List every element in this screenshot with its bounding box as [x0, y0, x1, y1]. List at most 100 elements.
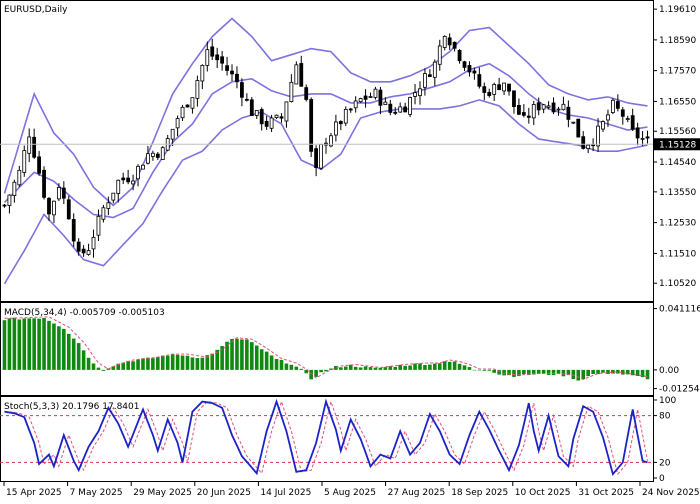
candle-body: [399, 107, 402, 112]
candle-body: [231, 71, 234, 74]
stoch-k-line: [5, 402, 648, 475]
candle: [354, 96, 357, 112]
candle-body: [92, 237, 95, 249]
candle: [235, 66, 238, 88]
candle: [577, 119, 580, 137]
macd-bar: [359, 367, 363, 369]
macd-bar: [126, 361, 130, 370]
candle-body: [132, 181, 135, 184]
candle: [552, 97, 555, 114]
candle: [275, 114, 278, 119]
candle: [414, 84, 417, 104]
macd-bar: [171, 354, 175, 370]
candle-body: [354, 101, 357, 108]
candle-body: [77, 242, 80, 251]
macd-bar: [250, 342, 254, 370]
candle-body: [72, 219, 75, 241]
candle: [423, 68, 426, 95]
macd-bar: [487, 370, 491, 371]
macd-bar: [191, 357, 195, 369]
candle-body: [562, 104, 565, 109]
candle-body: [240, 83, 243, 98]
candle: [329, 133, 332, 147]
candle-body: [57, 187, 60, 198]
candle: [404, 103, 407, 112]
candle: [631, 109, 634, 131]
macd-bar: [562, 370, 566, 376]
candle-body: [156, 154, 159, 157]
macd-bar: [448, 362, 452, 370]
macd-bar: [423, 365, 427, 370]
macd-bar: [492, 370, 496, 373]
candle: [463, 61, 466, 71]
candle: [611, 98, 614, 114]
macd-bar: [151, 358, 155, 370]
candle: [374, 87, 377, 100]
candle-body: [508, 84, 511, 91]
candle: [320, 144, 323, 170]
candle: [221, 51, 224, 71]
candle: [38, 151, 41, 176]
price-tick-label: 1.15560: [659, 127, 696, 137]
macd-bar: [18, 319, 22, 369]
candle-body: [339, 121, 342, 123]
macd-bar: [339, 367, 343, 370]
macd-bar: [92, 363, 96, 369]
candle: [255, 110, 258, 119]
candle: [305, 85, 308, 102]
macd-bar: [27, 318, 31, 370]
macd-bar: [438, 363, 442, 370]
stoch-panel-title: Stoch(5,3,3) 20.1796 17.8401: [4, 402, 139, 412]
candle: [379, 87, 382, 114]
candle-body: [503, 83, 506, 91]
candle-body: [448, 38, 451, 45]
macd-bar: [97, 368, 101, 370]
candle-body: [226, 66, 229, 71]
candle-body: [127, 178, 130, 182]
candle: [146, 146, 149, 164]
candle: [18, 166, 21, 187]
macd-bar: [166, 356, 170, 370]
candle: [483, 82, 486, 100]
candle: [394, 107, 397, 115]
x-tick-label: 5 Aug 2025: [324, 488, 376, 498]
candle-body: [28, 137, 31, 153]
candle-body: [146, 154, 149, 163]
candle-body: [582, 137, 585, 149]
price-tick-label: 1.14540: [659, 158, 696, 168]
candle: [92, 230, 95, 258]
candle: [448, 33, 451, 49]
macd-bar: [72, 339, 76, 370]
candle-body: [33, 137, 36, 157]
macd-bar: [37, 319, 41, 370]
candle-body: [171, 129, 174, 139]
candle: [443, 35, 446, 50]
price-tick-label: 1.19610: [659, 5, 696, 15]
candle-body: [18, 170, 21, 184]
candle-body: [117, 180, 120, 193]
candle-body: [478, 75, 481, 87]
x-tick-label: 10 Oct 2025: [515, 488, 571, 498]
candle-body: [522, 113, 525, 116]
macd-bar: [131, 361, 135, 370]
candle-body: [102, 208, 105, 219]
candle: [23, 146, 26, 177]
macd-bar: [121, 363, 125, 370]
macd-bar: [428, 365, 432, 370]
candle-body: [626, 119, 629, 120]
candle: [245, 93, 248, 101]
macd-bar: [646, 370, 650, 379]
macd-bar: [62, 329, 66, 370]
last-price-label: 1.15128: [659, 140, 696, 150]
candle: [82, 245, 85, 257]
candle-body: [572, 122, 575, 123]
candle-body: [221, 57, 224, 63]
candle: [315, 145, 318, 176]
candle-body: [320, 144, 323, 168]
candle-body: [493, 84, 496, 94]
candle-body: [606, 115, 609, 120]
candle-body: [275, 115, 278, 117]
candle-body: [423, 74, 426, 88]
candle: [260, 107, 263, 130]
